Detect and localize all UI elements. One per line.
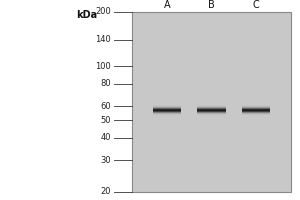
Bar (197, 112, 226, 113)
Text: 60: 60 (100, 102, 111, 111)
Bar (153, 108, 181, 109)
Bar (242, 107, 270, 108)
Bar (197, 108, 226, 109)
Bar (153, 109, 181, 110)
Text: B: B (208, 0, 215, 10)
Text: 30: 30 (100, 156, 111, 165)
Bar (153, 107, 181, 108)
Bar (242, 109, 270, 110)
Bar (242, 110, 270, 111)
Bar (153, 112, 181, 113)
Bar (197, 111, 226, 112)
Bar (197, 107, 226, 108)
Bar (197, 114, 226, 115)
Text: 20: 20 (100, 188, 111, 196)
Bar (242, 113, 270, 114)
Bar (242, 114, 270, 115)
Bar (197, 106, 226, 107)
Bar (197, 113, 226, 114)
Text: C: C (253, 0, 260, 10)
Bar (242, 106, 270, 107)
Text: 40: 40 (100, 133, 111, 142)
Bar (242, 105, 270, 106)
Text: kDa: kDa (76, 10, 98, 20)
Text: 140: 140 (95, 35, 111, 44)
Bar (242, 111, 270, 112)
Bar (153, 105, 181, 106)
Bar (153, 110, 181, 111)
Bar (197, 109, 226, 110)
Bar (153, 106, 181, 107)
Bar (153, 113, 181, 114)
Bar (242, 108, 270, 109)
Text: 80: 80 (100, 79, 111, 88)
Text: 50: 50 (100, 116, 111, 125)
Text: A: A (164, 0, 170, 10)
Bar (197, 110, 226, 111)
Bar (132, 12, 291, 192)
Bar (153, 114, 181, 115)
Bar (197, 105, 226, 106)
Bar (153, 111, 181, 112)
Bar (242, 112, 270, 113)
Text: 100: 100 (95, 62, 111, 71)
Text: 200: 200 (95, 7, 111, 17)
